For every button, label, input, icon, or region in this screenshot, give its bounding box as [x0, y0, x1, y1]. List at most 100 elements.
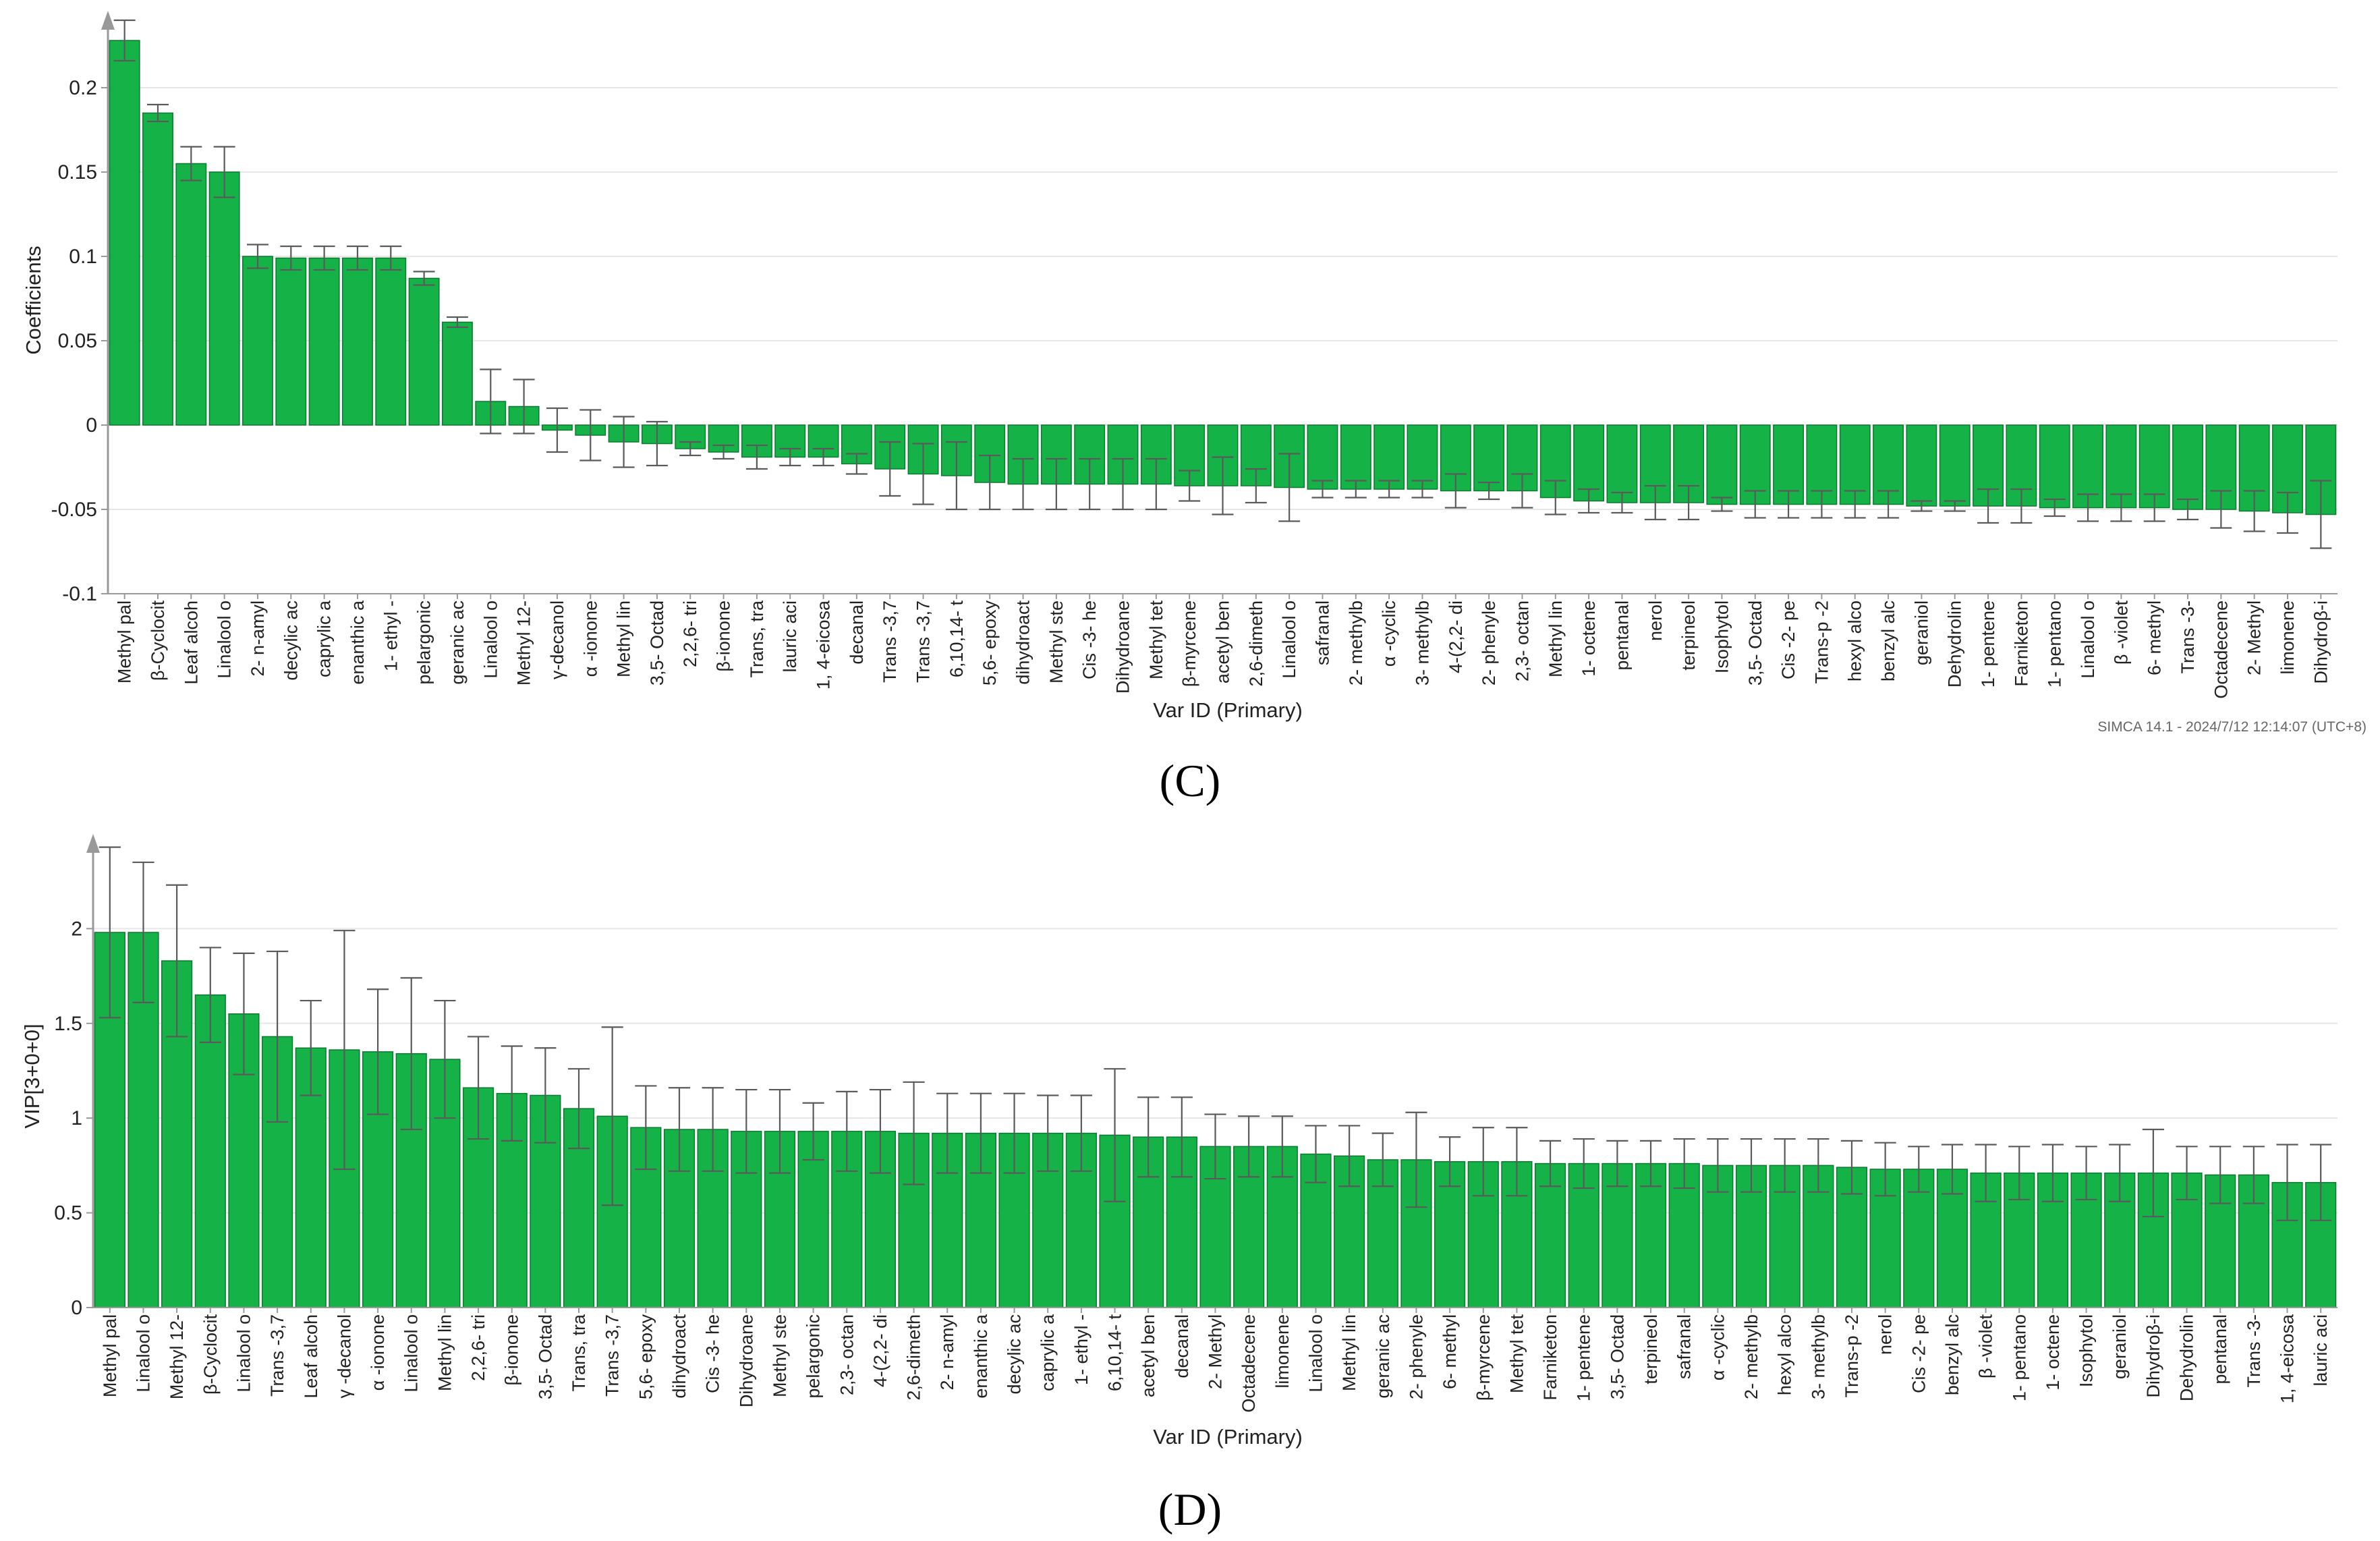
bar: [442, 321, 473, 426]
bar: [1602, 1162, 1633, 1308]
x-tick-label: Cis -3- he: [1079, 600, 1100, 679]
x-tick-label: decylic ac: [1004, 1314, 1025, 1395]
x-tick-label: 2,3- octan: [1512, 600, 1532, 681]
x-tick-label: 3,5- Octad: [1607, 1314, 1627, 1399]
x-tick-label: Linalool o: [233, 1314, 254, 1393]
x-tick-label: 1- ethyl -: [380, 600, 401, 671]
x-tick-label: safranal: [1674, 1314, 1695, 1379]
bar: [1606, 424, 1638, 503]
x-tick-label: Methyl lin: [1546, 600, 1566, 677]
bar: [1939, 424, 1971, 507]
x-tick-label: 2,6-dimeth: [1246, 600, 1266, 687]
x-tick-label: safranal: [1312, 600, 1332, 665]
x-tick-label: dihydroact: [1013, 600, 1033, 685]
bar: [1473, 424, 1505, 492]
x-tick-label: Methyl lin: [1339, 1314, 1359, 1391]
x-tick-label: limonene: [2277, 600, 2298, 675]
x-tick-label: Trans, tra: [569, 1314, 589, 1392]
x-tick-label: α -cyclic: [1707, 1314, 1728, 1380]
x-tick-label: 2- n-amyl: [248, 600, 268, 677]
x-tick-label: 2- Methyl: [1206, 1314, 1226, 1389]
bar: [175, 163, 207, 426]
x-tick-label: Linalool o: [480, 600, 501, 679]
bar: [142, 112, 173, 426]
x-tick-label: 3,5- Octad: [647, 600, 667, 685]
x-tick-label: Linalool o: [2078, 600, 2098, 679]
x-tick-label: β-ionone: [502, 1314, 522, 1386]
x-tick-label: 2- Methyl: [2244, 600, 2265, 675]
x-tick-label: β-myrcene: [1473, 1314, 1494, 1401]
x-tick-label: geranic ac: [1373, 1314, 1393, 1399]
x-tick-label: 3- methylb: [1412, 600, 1432, 685]
x-tick-label: pelargonic: [414, 600, 434, 685]
x-tick-label: Trans, tra: [747, 600, 767, 678]
x-tick-label: caprylic a: [1038, 1314, 1058, 1391]
bar: [375, 257, 407, 426]
y-tick-label: -0.05: [51, 499, 97, 521]
coefficients-chart: -0.1 -0.05 0 0.05 0.1 0.15 0.2 Methyl pal β-Cyc…: [22, 11, 2367, 806]
bar: [308, 257, 340, 426]
x-tick-label: 2- n-amyl: [937, 1314, 957, 1391]
y-tick-label: 2: [71, 918, 82, 940]
x-tick-label: Methyl ste: [770, 1314, 790, 1397]
x-tick-label: Trans -3-: [2244, 1314, 2264, 1388]
y-tick-label: 1: [71, 1107, 82, 1129]
x-tick-label: 6,10,14- t: [1105, 1314, 1125, 1392]
x-tick-label: Dihydroβ-i: [2143, 1314, 2163, 1398]
panel-label-c: (C): [1160, 755, 1221, 806]
bar: [1534, 1162, 1566, 1308]
x-tick-label: Cis -3- he: [703, 1314, 723, 1393]
x-tick-label: Methyl pal: [115, 600, 135, 683]
x-tick-label: limonene: [1272, 1314, 1293, 1389]
x-tick-label: geraniol: [1911, 600, 1931, 665]
x-tick-label: 5,6- epoxy: [635, 1314, 656, 1400]
x-tick-label: β-ionone: [714, 600, 734, 672]
y-tick-label: 0: [71, 1297, 82, 1319]
x-tick-label: Octadecene: [1239, 1314, 1259, 1413]
x-tick-label: Linalool o: [401, 1314, 422, 1393]
x-tick-label: Trans -3-: [2178, 600, 2198, 674]
bar: [2039, 424, 2070, 509]
x-tick-label: decanal: [1172, 1314, 1192, 1378]
x-tick-label: 1- ethyl -: [1071, 1314, 1092, 1385]
bar: [1307, 424, 1338, 490]
x-tick-label: hexyl alco: [1775, 1314, 1795, 1395]
x-tick-label: Trans -3,7: [913, 600, 934, 683]
bar: [208, 171, 240, 426]
x-tick-label: β-Cyclocit: [200, 1314, 221, 1395]
x-tick-label: enanthic a: [971, 1314, 991, 1399]
x-tick-label: Trans -3,7: [267, 1314, 287, 1397]
x-tick-label: 1- octene: [1579, 600, 1599, 677]
bar: [1635, 1162, 1667, 1308]
y-tick-label: 0.2: [69, 77, 97, 99]
x-tick-label: Cis -2- pe: [1778, 600, 1798, 679]
x-tick-label: nerol: [1645, 600, 1666, 641]
bar: [109, 40, 140, 426]
x-tick-label: Methyl pal: [100, 1314, 120, 1397]
x-tick-label: decylic ac: [281, 600, 301, 681]
bar: [2172, 424, 2203, 510]
x-tick-label: Methyl tet: [1146, 600, 1166, 680]
y-tick-label: 0: [86, 414, 97, 437]
x-tick-label: 4-(2,2- di: [870, 1314, 890, 1387]
x-tick-label: Octadecene: [2211, 600, 2231, 699]
x-tick-label: Dehydrolin: [1945, 600, 1965, 688]
x-tick-label: 3,5- Octad: [535, 1314, 555, 1399]
x-tick-label: γ-decanol: [547, 600, 567, 679]
x-tick-label: Dihydroβ-i: [2311, 600, 2331, 684]
x-tick-label: 2- methylb: [1346, 600, 1366, 685]
x-tick-label: geraniol: [2109, 1314, 2130, 1379]
x-tick-label: 3,5- Octad: [1745, 600, 1765, 685]
x-tick-label: Dihydroane: [736, 1314, 756, 1407]
y-tick-label: 0.5: [54, 1202, 82, 1225]
x-tick-label: Leaf alcoh: [301, 1314, 321, 1399]
bar: [1407, 424, 1438, 490]
x-tick-label: 6- methyl: [2145, 600, 2165, 675]
x-tick-label: terpineol: [1641, 1314, 1661, 1384]
y-tick-label: -0.1: [62, 583, 97, 605]
y-axis-arrow-icon: [86, 834, 100, 853]
bar: [630, 1127, 662, 1308]
x-axis-title: Var ID (Primary): [1153, 1425, 1303, 1449]
x-tick-label: Isophytol: [2076, 1314, 2097, 1387]
